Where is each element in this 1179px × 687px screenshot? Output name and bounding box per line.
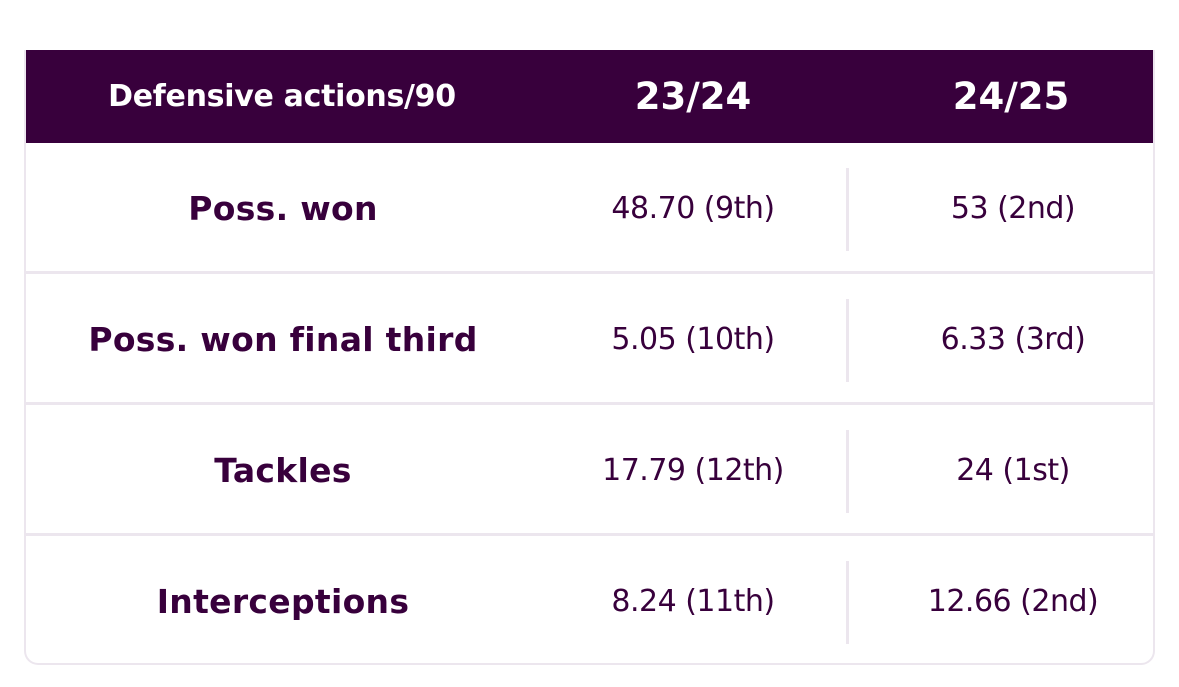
column-divider xyxy=(846,299,849,382)
column-divider xyxy=(846,168,849,251)
row-divider xyxy=(26,533,1153,536)
table-header: Defensive actions/90 23/24 24/25 xyxy=(26,50,1153,143)
row-label: Poss. won xyxy=(188,189,378,228)
row-value-2425: 53 (2nd) xyxy=(950,191,1076,226)
header-season-2425: 24/25 xyxy=(952,75,1070,118)
row-label: Interceptions xyxy=(156,582,410,621)
defensive-stats-table: Defensive actions/90 23/24 24/25 Poss. w… xyxy=(24,50,1155,665)
table-row: Poss. won 48.70 (9th) 53 (2nd) xyxy=(26,143,1153,274)
row-value-2324: 5.05 (10th) xyxy=(611,322,775,357)
row-label: Tackles xyxy=(214,451,352,490)
row-value-2425: 12.66 (2nd) xyxy=(927,584,1099,619)
row-divider xyxy=(26,271,1153,274)
row-value-2425: 24 (1st) xyxy=(956,453,1070,488)
table-row: Interceptions 8.24 (11th) 12.66 (2nd) xyxy=(26,536,1153,663)
header-metric-label: Defensive actions/90 xyxy=(108,79,456,114)
row-label: Poss. won final third xyxy=(88,320,478,359)
row-value-2324: 48.70 (9th) xyxy=(611,191,775,226)
column-divider xyxy=(846,430,849,513)
row-value-2324: 8.24 (11th) xyxy=(611,584,775,619)
row-value-2324: 17.79 (12th) xyxy=(602,453,784,488)
row-value-2425: 6.33 (3rd) xyxy=(940,322,1086,357)
column-divider xyxy=(846,561,849,644)
header-season-2324: 23/24 xyxy=(634,75,752,118)
table-row: Tackles 17.79 (12th) 24 (1st) xyxy=(26,405,1153,536)
row-divider xyxy=(26,402,1153,405)
table-row: Poss. won final third 5.05 (10th) 6.33 (… xyxy=(26,274,1153,405)
